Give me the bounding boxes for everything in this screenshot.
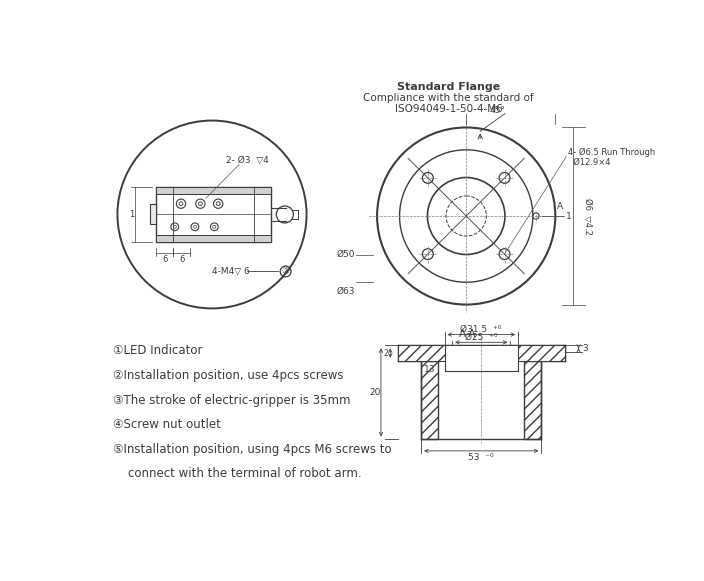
Text: ①LED Indicator: ①LED Indicator — [113, 345, 202, 357]
Text: 4- Ø6.5 Run Through: 4- Ø6.5 Run Through — [569, 148, 655, 157]
Text: 6: 6 — [162, 254, 168, 264]
Text: 1: 1 — [567, 211, 572, 221]
Bar — [421, 361, 439, 439]
Text: Ø50: Ø50 — [337, 250, 356, 259]
Bar — [156, 187, 271, 242]
Text: Compliance with the standard of: Compliance with the standard of — [363, 93, 534, 103]
Text: 53  ⁻⁰: 53 ⁻⁰ — [468, 453, 494, 462]
Text: A-A: A-A — [459, 329, 477, 339]
Text: Ø12.9×4: Ø12.9×4 — [569, 157, 611, 167]
Text: connect with the terminal of robot arm.: connect with the terminal of robot arm. — [113, 468, 361, 480]
Text: Ø6  ▽4.2: Ø6 ▽4.2 — [583, 198, 592, 235]
Text: 3: 3 — [582, 344, 588, 353]
Text: 45°: 45° — [489, 106, 505, 115]
Text: 1: 1 — [129, 210, 134, 219]
Text: ②: ② — [282, 267, 289, 276]
Text: 2: 2 — [383, 349, 388, 357]
Text: Ø31.5  ⁺⁰: Ø31.5 ⁺⁰ — [460, 325, 501, 333]
Bar — [555, 345, 565, 352]
Bar — [156, 235, 271, 242]
Bar — [398, 345, 565, 361]
Bar — [156, 187, 271, 195]
Text: 6: 6 — [179, 254, 184, 264]
Text: A: A — [557, 202, 563, 211]
Text: ④Screw nut outlet: ④Screw nut outlet — [113, 418, 220, 431]
Text: 4-M4▽ 6: 4-M4▽ 6 — [213, 267, 250, 276]
Text: 13: 13 — [424, 365, 436, 374]
Bar — [150, 204, 156, 224]
Text: 2- Ø3  ▽4: 2- Ø3 ▽4 — [225, 156, 268, 165]
Text: Ø63: Ø63 — [337, 287, 356, 296]
Text: ⑤Installation position, using 4pcs M6 screws to: ⑤Installation position, using 4pcs M6 sc… — [113, 443, 391, 456]
Text: Standard Flange: Standard Flange — [397, 82, 500, 92]
Text: Ø25  ⁺⁰: Ø25 ⁺⁰ — [465, 332, 497, 342]
Bar — [444, 345, 518, 371]
Text: ③The stroke of electric-gripper is 35mm: ③The stroke of electric-gripper is 35mm — [113, 393, 351, 407]
Text: ②Installation position, use 4pcs screws: ②Installation position, use 4pcs screws — [113, 369, 344, 382]
Text: 20: 20 — [369, 388, 380, 397]
Text: ISO94049-1-50-4-M6: ISO94049-1-50-4-M6 — [394, 104, 502, 114]
Bar — [524, 361, 541, 439]
